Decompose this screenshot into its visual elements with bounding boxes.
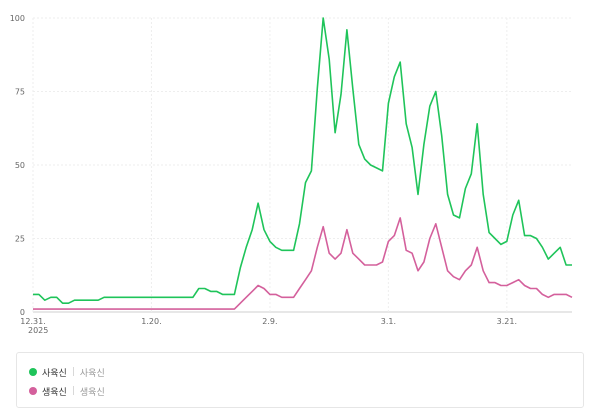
legend-dot-icon [29,387,37,395]
x-axis-year-label: 2025 [28,326,48,335]
legend-dot-icon [29,368,37,376]
legend-series-keyword: 생육신 [79,387,105,398]
y-axis-ticks: 0 25 50 75 100 [10,14,25,317]
x-tick-label: 1.20. [141,317,161,326]
y-tick-label: 50 [15,161,25,170]
legend-separator: | [71,367,75,377]
legend-item[interactable]: 생육신 | 생육신 [29,384,105,398]
x-tick-label: 2.9. [262,317,277,326]
legend-series-keyword: 사육신 [79,368,105,379]
x-tick-label: 12.31. [20,317,45,326]
legend-separator: | [71,386,75,396]
y-tick-label: 0 [20,308,25,317]
chart-legend: 사육신 | 사육신 생육신 | 생육신 [16,352,584,408]
y-tick-label: 75 [15,88,25,97]
legend-series-name: 생육신 [42,387,67,398]
y-tick-label: 25 [15,235,25,244]
series-line [33,17,572,305]
legend-series-name: 사육신 [42,368,67,379]
chart-series [33,17,573,310]
chart-grid [32,17,572,313]
y-tick-label: 100 [10,14,25,23]
series-line [33,217,573,310]
line-chart: 0 25 50 75 100 12.31. 1.20. 2.9. 3.1. 3.21. 2025 [10,14,573,335]
legend-item[interactable]: 사육신 | 사육신 [29,365,105,379]
x-tick-label: 3.21. [497,317,517,326]
x-tick-label: 3.1. [381,317,396,326]
x-axis-ticks: 12.31. 1.20. 2.9. 3.1. 3.21. [20,317,517,326]
